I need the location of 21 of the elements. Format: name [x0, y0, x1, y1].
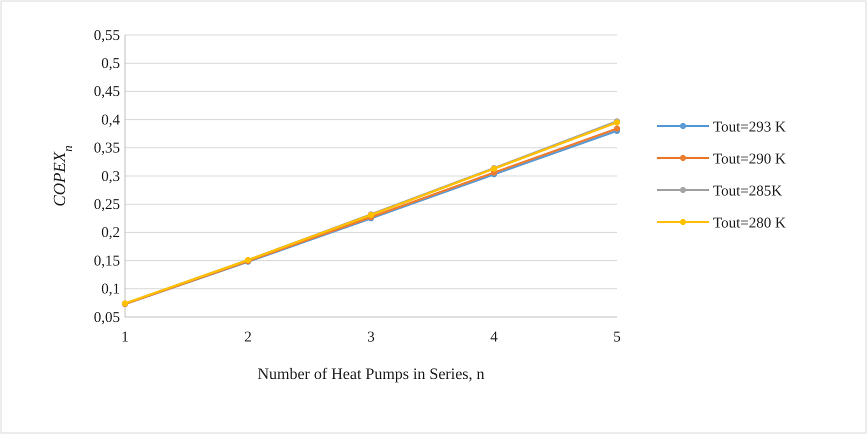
y-tick-label: 0,55: [94, 28, 120, 44]
legend-label: Tout=280 K: [713, 215, 786, 232]
x-tick-label: 4: [490, 330, 498, 346]
y-tick-label: 0,15: [94, 253, 120, 270]
y-tick-label: 0,05: [94, 310, 120, 326]
x-tick-label: 5: [613, 330, 621, 346]
legend-label: Tout=285K: [713, 183, 782, 200]
y-tick-label: 0,2: [101, 225, 120, 242]
y-tick-label: 0,1: [101, 282, 120, 298]
y-tick-label: 0,5: [101, 56, 120, 72]
y-tick-label: 0,4: [101, 112, 120, 128]
x-tick-label: 2: [244, 330, 252, 346]
y-tick-label: 0,25: [94, 197, 120, 213]
legend-label: Tout=293 K: [713, 119, 786, 136]
x-axis-title: Number of Heat Pumps in Series, n: [257, 366, 485, 383]
x-tick-label: 1: [121, 330, 129, 346]
y-tick-label: 0,3: [101, 168, 120, 185]
y-tick-label: 0,45: [94, 84, 120, 100]
y-tick-label: 0,35: [94, 140, 120, 157]
legend-label: Tout=290 K: [713, 151, 786, 168]
x-tick-label: 3: [367, 330, 375, 346]
